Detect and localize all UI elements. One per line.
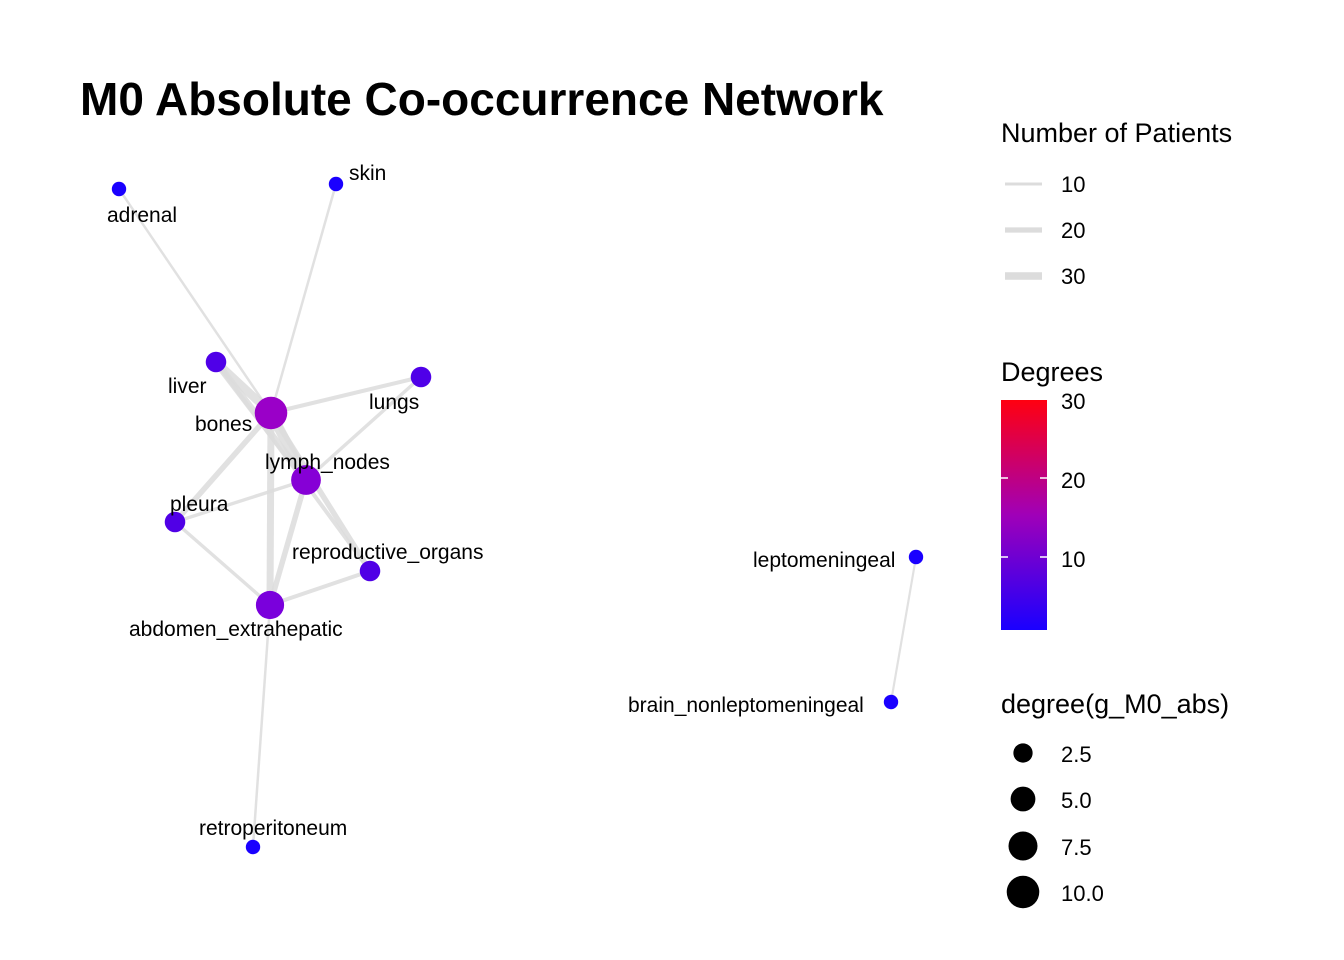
node-pleura[interactable] [164, 511, 186, 533]
node-label-bones: bones [195, 413, 252, 436]
edge-liver-reproductive_organs [214, 360, 372, 573]
edge-lymph_nodes-abdomen_extrahepatic [267, 479, 309, 606]
plot-title: M0 Absolute Co-occurrence Network [80, 73, 884, 125]
node-skin[interactable] [328, 176, 344, 192]
edge-abdomen_extrahepatic-reproductive_organs [269, 569, 371, 607]
edge-bones-pleura [172, 411, 274, 524]
node-label-liver: liver [168, 375, 207, 398]
size-legend-label: 10.0 [1061, 881, 1104, 906]
node-retroperitoneum[interactable] [245, 839, 261, 855]
node-label-retroperitoneum: retroperitoneum [199, 817, 347, 840]
node-label-brain_nonleptomeningeal: brain_nonleptomeningeal [628, 694, 864, 717]
color-legend-title: Degrees [1001, 357, 1104, 387]
node-brain_nonleptomeningeal[interactable] [883, 694, 899, 710]
node-reproductive_organs[interactable] [359, 560, 381, 582]
size-legend-key [1010, 786, 1036, 812]
degree-colorbar [1001, 400, 1047, 630]
size-legend-label: 5.0 [1061, 788, 1092, 813]
edge-leptomeningeal-brain_nonleptomeningeal [889, 556, 918, 703]
width-legend-label: 20 [1061, 218, 1086, 243]
edge-lymph_nodes-pleura [174, 478, 307, 524]
node-label-leptomeningeal: leptomeningeal [753, 549, 895, 572]
node-label-lymph_nodes: lymph_nodes [265, 451, 390, 474]
node-label-pleura: pleura [170, 493, 229, 516]
size-legend-title: degree(g_M0_abs) [1001, 689, 1230, 719]
node-bones[interactable] [254, 396, 288, 430]
width-legend-label: 30 [1061, 264, 1086, 289]
size-legend-label: 7.5 [1061, 835, 1092, 860]
width-legend-label: 10 [1061, 172, 1086, 197]
node-abdomen_extrahepatic[interactable] [255, 590, 285, 620]
edge-bones-reproductive_organs [268, 411, 373, 573]
edge-skin-bones [269, 183, 338, 414]
width-legend-title: Number of Patients [1001, 118, 1233, 148]
edge-adrenal-bones [117, 188, 273, 414]
edge-bones-lungs [270, 375, 422, 415]
node-label-adrenal: adrenal [107, 204, 177, 227]
edge-pleura-abdomen_extrahepatic [173, 520, 272, 607]
node-label-reproductive_organs: reproductive_organs [292, 541, 483, 564]
node-label-lungs: lungs [369, 391, 419, 414]
node-label-skin: skin [349, 162, 386, 185]
edge-bones-abdomen_extrahepatic [266, 412, 275, 606]
size-legend-key [1013, 743, 1033, 763]
edge-abdomen_extrahepatic-retroperitoneum [251, 604, 272, 848]
node-lymph_nodes[interactable] [291, 465, 321, 495]
color-legend-tick: 30 [1061, 389, 1086, 414]
color-legend-tick: 10 [1061, 547, 1086, 572]
node-leptomeningeal[interactable] [908, 549, 924, 565]
node-label-abdomen_extrahepatic: abdomen_extrahepatic [129, 618, 343, 641]
node-adrenal[interactable] [111, 181, 127, 197]
edge-lymph_nodes-lungs [304, 375, 423, 482]
size-legend-key [1006, 875, 1040, 909]
node-lungs[interactable] [410, 366, 432, 388]
node-liver[interactable] [205, 351, 227, 373]
color-legend-tick: 20 [1061, 468, 1086, 493]
size-legend-label: 2.5 [1061, 742, 1092, 767]
size-legend-key [1008, 831, 1038, 861]
